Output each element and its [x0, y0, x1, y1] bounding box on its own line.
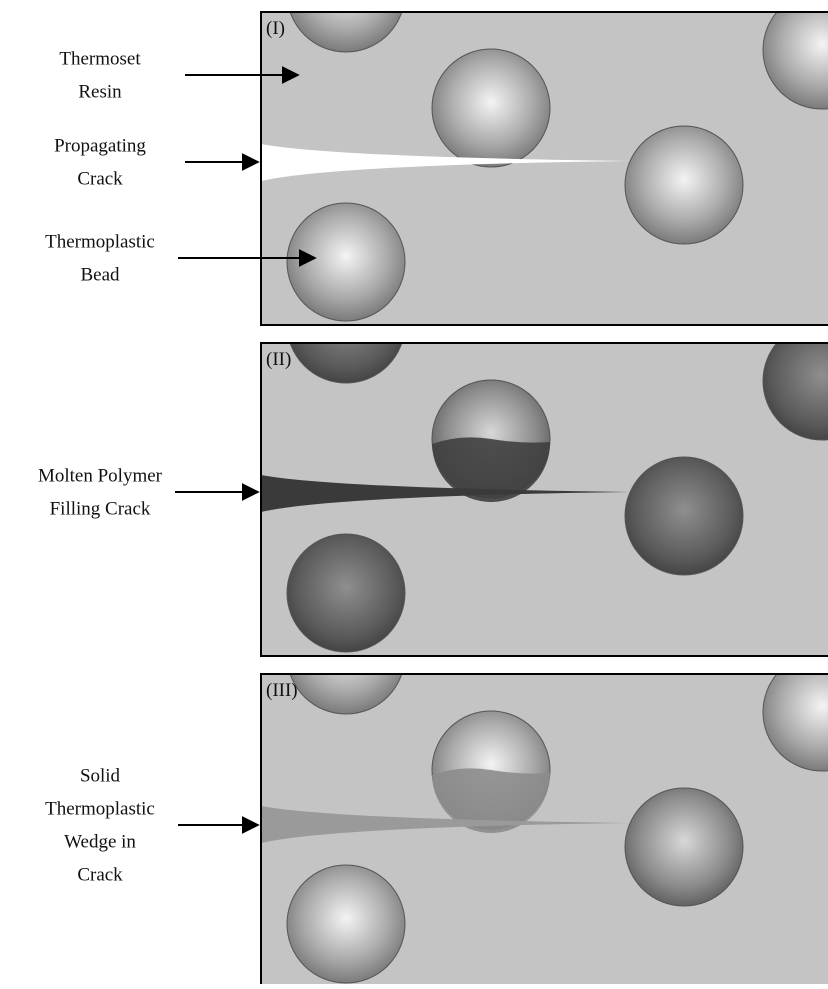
- annotation-text: Wedge in: [64, 832, 136, 853]
- bead-fill: [432, 437, 551, 503]
- panel-label: (II): [266, 349, 291, 370]
- bead: [431, 48, 551, 168]
- annotation-text: Filling Crack: [50, 499, 151, 520]
- annotation-text: Solid: [80, 766, 121, 787]
- annotation-text: Propagating: [54, 136, 146, 157]
- content: (I) Thermoset Resin Propagating Crack Thermop…: [38, 11, 828, 989]
- bead: [762, 674, 828, 772]
- annotation-text: Molten Polymer: [38, 466, 163, 487]
- panel-border: [260, 342, 828, 657]
- bead: [286, 533, 406, 653]
- annotation-text: Crack: [77, 865, 123, 886]
- panel: (III): [261, 674, 828, 989]
- panel-border: [260, 673, 828, 989]
- bead: [762, 343, 828, 441]
- bead: [286, 864, 406, 984]
- bead: [762, 12, 828, 110]
- annotation-text: Thermoplastic: [45, 799, 155, 820]
- crack: [261, 806, 630, 843]
- panel-label: (III): [266, 680, 298, 701]
- bead: [286, 202, 406, 322]
- bead: [289, 343, 403, 384]
- crack: [261, 475, 630, 512]
- crack: [261, 144, 630, 181]
- bead: [624, 787, 744, 907]
- annotation-text: Bead: [80, 265, 120, 286]
- annotation-text: Thermoset: [59, 49, 141, 70]
- panel: (II): [261, 343, 828, 656]
- bead: [624, 456, 744, 576]
- annotation-text: Crack: [77, 169, 123, 190]
- bead: [289, 674, 403, 715]
- bead-fill: [432, 768, 551, 834]
- bead: [289, 12, 403, 53]
- panel-border: [260, 11, 828, 326]
- panel: (I): [261, 12, 828, 325]
- panel-label: (I): [266, 18, 285, 39]
- annotation-text: Thermoplastic: [45, 232, 155, 253]
- annotation-text: Resin: [78, 82, 122, 103]
- bead: [624, 125, 744, 245]
